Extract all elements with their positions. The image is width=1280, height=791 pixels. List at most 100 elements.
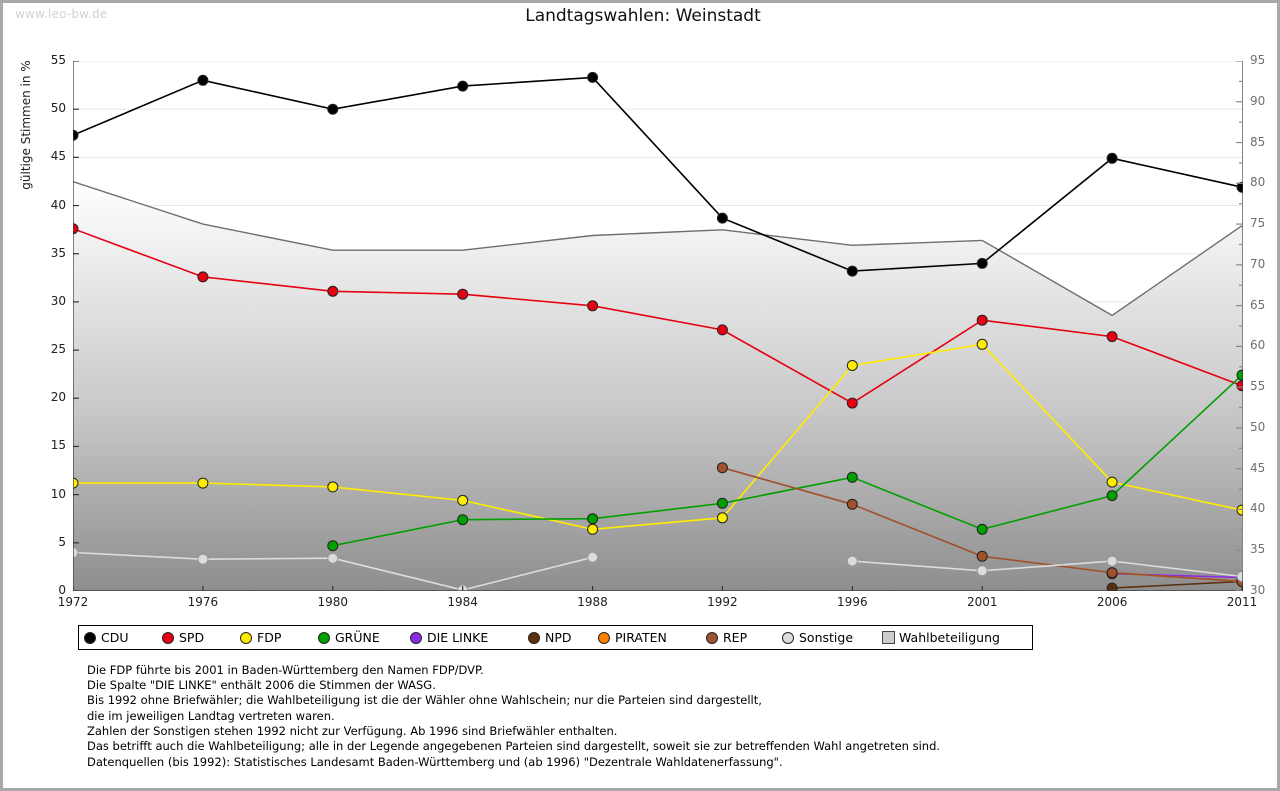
data-sources: Datenquellen (bis 1992): Statistisches L… bbox=[87, 755, 783, 769]
x-axis-tick-label-1976: 1976 bbox=[187, 595, 219, 609]
data-point-grüne-1980 bbox=[327, 540, 339, 552]
chart-legend: CDU SPD FDP GRÜNE DIE LINKE NPD PIRATEN REP Sons… bbox=[78, 625, 1033, 650]
data-point-spd-2006 bbox=[1106, 331, 1118, 343]
circle-icon bbox=[593, 631, 615, 644]
data-point-fdp-1988 bbox=[587, 523, 599, 535]
y-axis-right-tick-label: 85 bbox=[1250, 134, 1266, 149]
data-point-fdp-1976 bbox=[197, 477, 209, 489]
footnote-line: Bis 1992 ohne Briefwähler; die Wahlbetei… bbox=[87, 693, 762, 708]
legend-label: FDP bbox=[257, 630, 282, 645]
y-axis-left-tick-label: 20 bbox=[50, 390, 66, 405]
data-point-fdp-1992 bbox=[716, 512, 728, 524]
data-point-fdp-1984 bbox=[457, 494, 469, 506]
data-point-sonstige-2011 bbox=[1236, 571, 1243, 582]
data-point-cdu-1988 bbox=[587, 71, 599, 83]
y-axis-right-tick-label: 50 bbox=[1250, 419, 1266, 434]
legend-label: NPD bbox=[545, 630, 572, 645]
legend-item-cdu[interactable]: CDU bbox=[79, 630, 157, 645]
data-point-cdu-1992 bbox=[716, 212, 728, 224]
data-point-fdp-2001 bbox=[976, 338, 988, 350]
data-point-rep-2006 bbox=[1106, 567, 1118, 579]
data-point-sonstige-2001 bbox=[976, 565, 988, 577]
y-axis-right-tick-label: 95 bbox=[1250, 53, 1266, 67]
wahlbeteiligung-line bbox=[73, 181, 1243, 317]
legend-item-fdp[interactable]: FDP bbox=[235, 630, 313, 645]
data-point-rep-1992 bbox=[716, 462, 728, 474]
circle-icon bbox=[701, 631, 723, 644]
x-axis-tick-label-1996: 1996 bbox=[837, 595, 868, 609]
y-axis-left-tick-label: 30 bbox=[50, 293, 66, 308]
legend-label: CDU bbox=[101, 630, 129, 645]
x-axis-tick-label-2006: 2006 bbox=[1096, 595, 1128, 609]
legend-label: Sonstige bbox=[799, 630, 854, 645]
square-icon bbox=[877, 631, 899, 644]
legend-item-spd[interactable]: SPD bbox=[157, 630, 235, 645]
x-axis-tick-label-2011: 2011 bbox=[1226, 595, 1258, 609]
y-axis-right-tick-label: 35 bbox=[1250, 542, 1266, 557]
circle-icon bbox=[157, 631, 179, 644]
y-axis-left-tick-label: 25 bbox=[50, 342, 66, 357]
footnote-line: die im jeweiligen Landtag vertreten ware… bbox=[87, 708, 335, 723]
data-point-cdu-1980 bbox=[327, 103, 339, 115]
plot-area bbox=[73, 61, 1243, 591]
data-point-fdp-2011 bbox=[1236, 504, 1243, 516]
y-axis-right-tick-label: 40 bbox=[1250, 501, 1266, 516]
legend-item-npd[interactable]: NPD bbox=[523, 630, 593, 645]
legend-label: GRÜNE bbox=[335, 630, 380, 645]
y-axis-right-tick-label: 90 bbox=[1250, 93, 1266, 108]
data-point-sonstige-1996 bbox=[846, 555, 858, 567]
data-point-sonstige-1972 bbox=[73, 547, 79, 558]
circle-icon bbox=[313, 631, 335, 644]
y-axis-right-tick-label: 55 bbox=[1250, 379, 1266, 394]
data-point-sonstige-1980 bbox=[327, 552, 339, 564]
y-axis-left-label: gültige Stimmen in % bbox=[19, 60, 33, 190]
legend-item-piraten[interactable]: PIRATEN bbox=[593, 630, 701, 645]
x-axis-tick-label-1988: 1988 bbox=[577, 595, 608, 609]
circle-icon bbox=[79, 631, 101, 644]
data-point-grüne-1988 bbox=[587, 513, 599, 525]
circle-icon bbox=[405, 631, 427, 644]
data-point-spd-1976 bbox=[197, 271, 209, 283]
footnote-line: Die FDP führte bis 2001 in Baden-Württem… bbox=[87, 663, 484, 677]
y-axis-left-tick-label: 5 bbox=[58, 534, 66, 549]
data-point-spd-1980 bbox=[327, 285, 339, 297]
legend-label: SPD bbox=[179, 630, 205, 645]
y-axis-right-tick-label: 60 bbox=[1250, 338, 1266, 353]
data-point-fdp-1996 bbox=[846, 360, 858, 371]
data-point-cdu-2006 bbox=[1106, 152, 1118, 164]
legend-label: DIE LINKE bbox=[427, 630, 489, 645]
data-point-grüne-1996 bbox=[846, 471, 858, 483]
legend-item-rep[interactable]: REP bbox=[701, 630, 777, 645]
page-title: Landtagswahlen: Weinstadt bbox=[525, 6, 761, 26]
data-point-grüne-1984 bbox=[457, 514, 469, 526]
series-line-sonstige bbox=[852, 560, 1243, 578]
series-line-cdu bbox=[73, 76, 1243, 272]
data-point-fdp-2006 bbox=[1106, 476, 1118, 488]
series-line-spd bbox=[73, 227, 1243, 405]
legend-item-wahlbeteiligung[interactable]: Wahlbeteiligung bbox=[877, 630, 1017, 645]
data-point-spd-2001 bbox=[976, 314, 988, 326]
legend-label: Wahlbeteiligung bbox=[899, 630, 1000, 645]
data-point-cdu-2001 bbox=[976, 257, 988, 269]
series-line-fdp bbox=[73, 343, 1243, 531]
legend-item-sonstige[interactable]: Sonstige bbox=[777, 630, 877, 645]
legend-item-die-linke[interactable]: DIE LINKE bbox=[405, 630, 523, 645]
footnote-line: Zahlen der Sonstigen stehen 1992 nicht z… bbox=[87, 723, 618, 738]
x-axis-tick-label-1992: 1992 bbox=[707, 595, 738, 609]
data-point-grüne-2006 bbox=[1106, 490, 1118, 502]
x-axis-tick-label-1984: 1984 bbox=[447, 595, 478, 609]
circle-icon bbox=[777, 631, 799, 644]
y-axis-left-tick-label: 35 bbox=[50, 245, 66, 260]
y-axis-right-tick-label: 65 bbox=[1250, 297, 1266, 312]
circle-icon bbox=[523, 631, 545, 644]
y-axis-right-tick-label: 80 bbox=[1250, 175, 1266, 190]
data-point-rep-1996 bbox=[846, 498, 858, 510]
data-point-cdu-1996 bbox=[846, 265, 858, 277]
footnotes: Die FDP führte bis 2001 in Baden-Württem… bbox=[87, 663, 940, 754]
data-point-grüne-2001 bbox=[976, 523, 988, 535]
data-point-spd-2011 bbox=[1236, 380, 1243, 392]
legend-item-grüne[interactable]: GRÜNE bbox=[313, 630, 405, 645]
series-line-grüne bbox=[332, 374, 1243, 547]
x-axis-tick-label-1980: 1980 bbox=[317, 595, 349, 609]
y-axis-left-tick-label: 40 bbox=[50, 197, 66, 212]
